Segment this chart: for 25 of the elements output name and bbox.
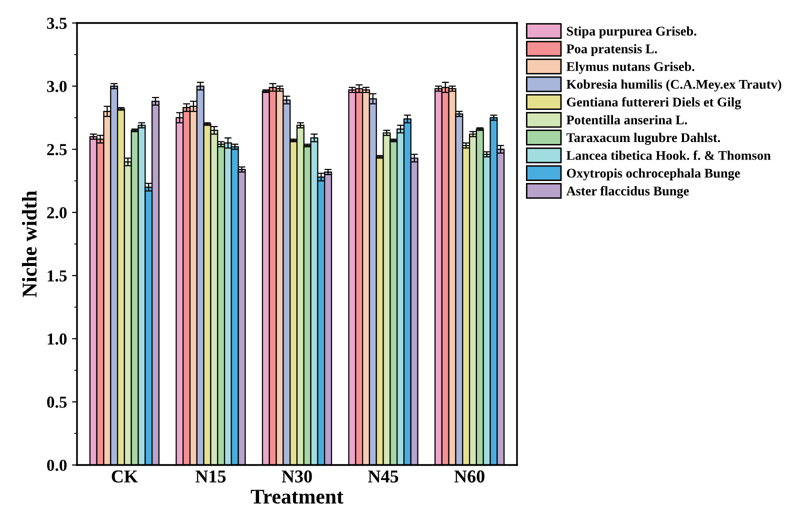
x-tick-label: CK <box>112 470 138 483</box>
legend-label: Oxytropis ochrocephala Bunge <box>566 168 740 180</box>
y-tick-label: 1.5 <box>48 270 67 282</box>
legend-label: Potentilla anserina L. <box>566 115 687 124</box>
legend-label: Kobresia humilis (C.A.Mey.ex Trautv) <box>566 80 782 92</box>
x-axis-title: Treatment <box>250 490 344 504</box>
x-tick-label: N60 <box>454 470 484 483</box>
legend-label: Taraxacum lugubre Dahlst. <box>566 132 720 145</box>
legend-label: Gentiana futtereri Diels et Gilg <box>566 97 742 110</box>
legend-label: Aster flaccidus Bunge <box>566 186 689 198</box>
legend-label: Poa pratensis L. <box>566 44 657 56</box>
x-tick-label: N30 <box>282 470 312 483</box>
legend-label: Lancea tibetica Hook. f. & Thomson <box>566 150 771 160</box>
legend-label: Stipa purpurea Griseb. <box>566 26 696 38</box>
y-tick-label: 0.5 <box>47 396 67 408</box>
legend-label: Elymus nutans Griseb. <box>566 62 694 74</box>
y-tick-label: 0.0 <box>47 460 67 472</box>
y-tick-label: 1.0 <box>48 333 67 345</box>
y-axis-title: Niche width <box>22 190 37 298</box>
y-tick-label: 2.5 <box>47 144 67 156</box>
x-tick-label: N45 <box>368 470 398 483</box>
y-tick-label: 3.0 <box>47 80 67 92</box>
y-tick-label: 2.0 <box>47 207 67 218</box>
x-tick-label: N15 <box>196 470 226 483</box>
y-tick-label: 3.5 <box>47 18 67 30</box>
